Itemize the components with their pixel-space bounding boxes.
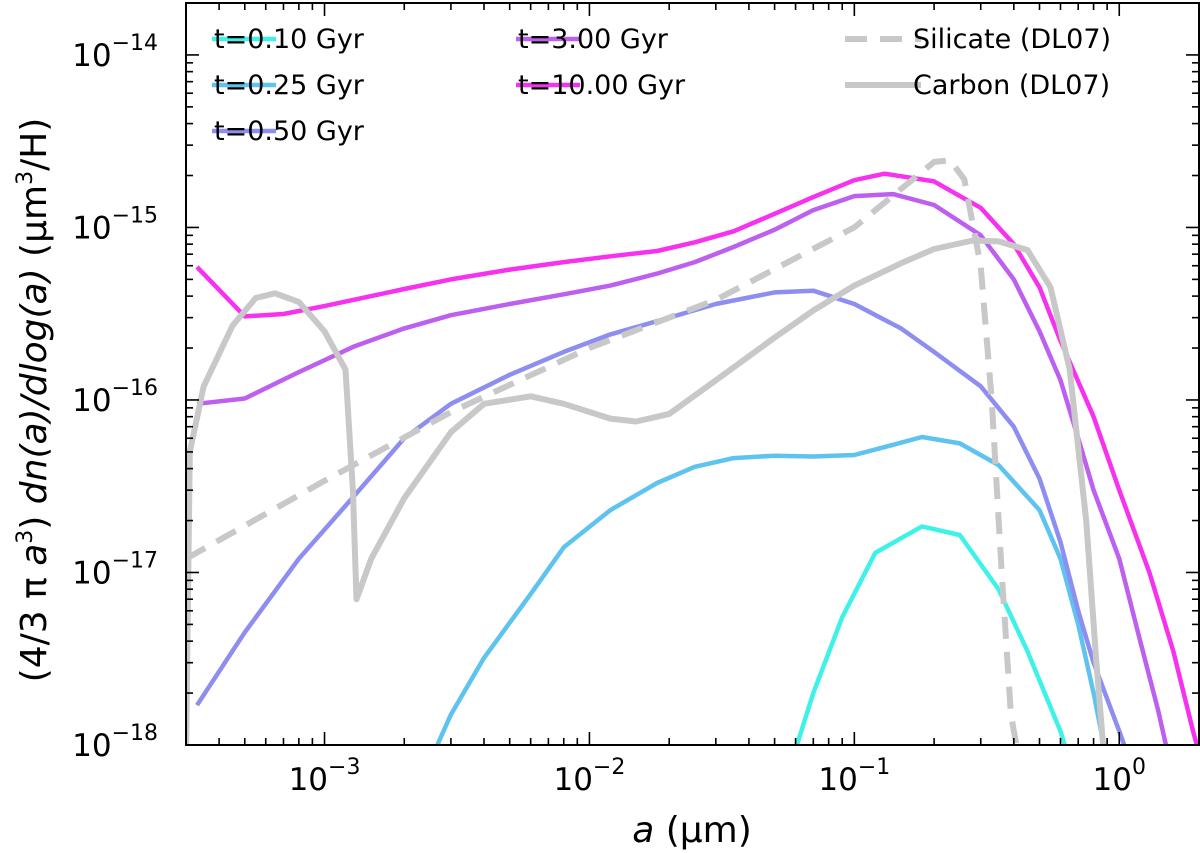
legend-entry-carbon-dl07: Carbon (DL07)	[845, 70, 1110, 101]
legend-label: Carbon (DL07)	[913, 70, 1110, 101]
x-tick-label: 100	[1093, 755, 1146, 798]
series-line-t-0-25-gyr	[434, 434, 1107, 745]
x-tick-label: 10−2	[553, 755, 625, 798]
y-tick-label: 10−16	[72, 376, 158, 419]
x-axis-label: a (µm)	[632, 810, 752, 851]
legend-label: t=3.00 Gyr	[518, 24, 669, 55]
series-line-t-0-10-gyr	[794, 524, 1067, 745]
legend-entry-silicate-dl07: Silicate (DL07)	[845, 24, 1111, 55]
legend-entry-t-10-00-gyr: t=10.00 Gyr	[516, 70, 686, 101]
legend: t=0.10 Gyr t=0.25 Gyr t=0.50 Gyr t=3.00 Gyr…	[212, 24, 1111, 147]
legend-label: t=0.25 Gyr	[214, 70, 365, 101]
legend-entry-t-0-25-gyr: t=0.25 Gyr	[212, 70, 365, 101]
series-line-t-0-50-gyr	[195, 288, 1127, 745]
legend-entry-t-0-10-gyr: t=0.10 Gyr	[212, 24, 365, 55]
series-line-carbon-dl07	[186, 237, 1107, 745]
series-line-silicate-dl07	[186, 157, 1020, 745]
legend-entry-t-3-00-gyr: t=3.00 Gyr	[516, 24, 669, 55]
y-tick-label: 10−17	[72, 548, 158, 591]
series-line-t-3-00-gyr	[196, 191, 1169, 745]
y-tick-label: 10−15	[72, 203, 158, 246]
legend-label: t=0.10 Gyr	[214, 24, 365, 55]
legend-label: Silicate (DL07)	[913, 24, 1111, 55]
x-tick-label: 10−1	[818, 755, 890, 798]
y-tick-label: 10−14	[72, 31, 158, 74]
y-axis-label: (4/3 π a3) dn(a)/dlog(a) (µm3/H)	[13, 118, 55, 683]
legend-label: t=10.00 Gyr	[518, 70, 686, 101]
series-line-t-10-00-gyr	[195, 171, 1199, 745]
legend-entry-t-0-50-gyr: t=0.50 Gyr	[212, 116, 365, 147]
legend-label: t=0.50 Gyr	[214, 116, 365, 147]
y-tick-label: 10−18	[72, 721, 158, 764]
plot-frame	[185, 2, 1200, 746]
ticks-layer: 10−3 10−2 10−1 100 10−18 10−17 10−16 10−15 10−14	[72, 3, 1199, 798]
x-tick-label: 10−3	[289, 755, 361, 798]
series-layer	[186, 157, 1199, 745]
